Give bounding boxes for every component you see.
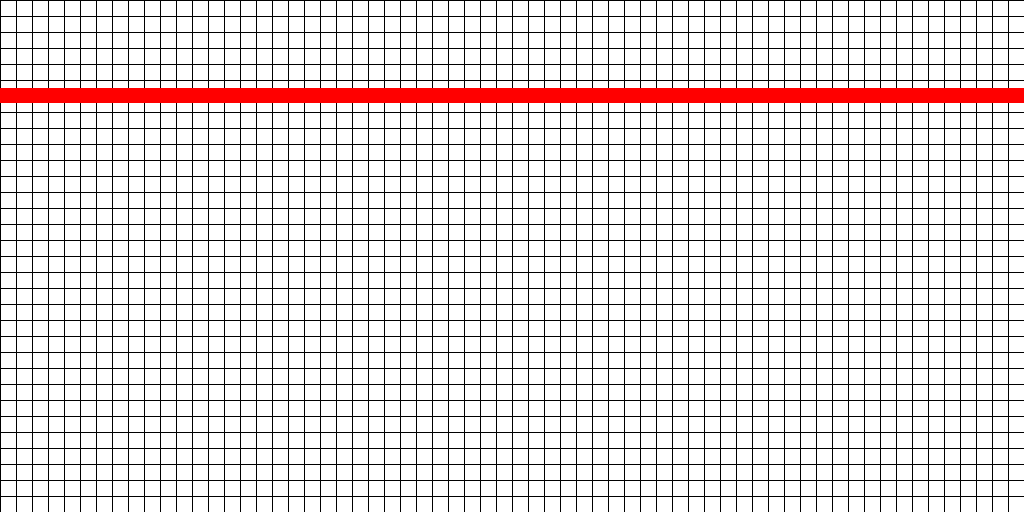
red-highlight-band (0, 88, 1024, 103)
